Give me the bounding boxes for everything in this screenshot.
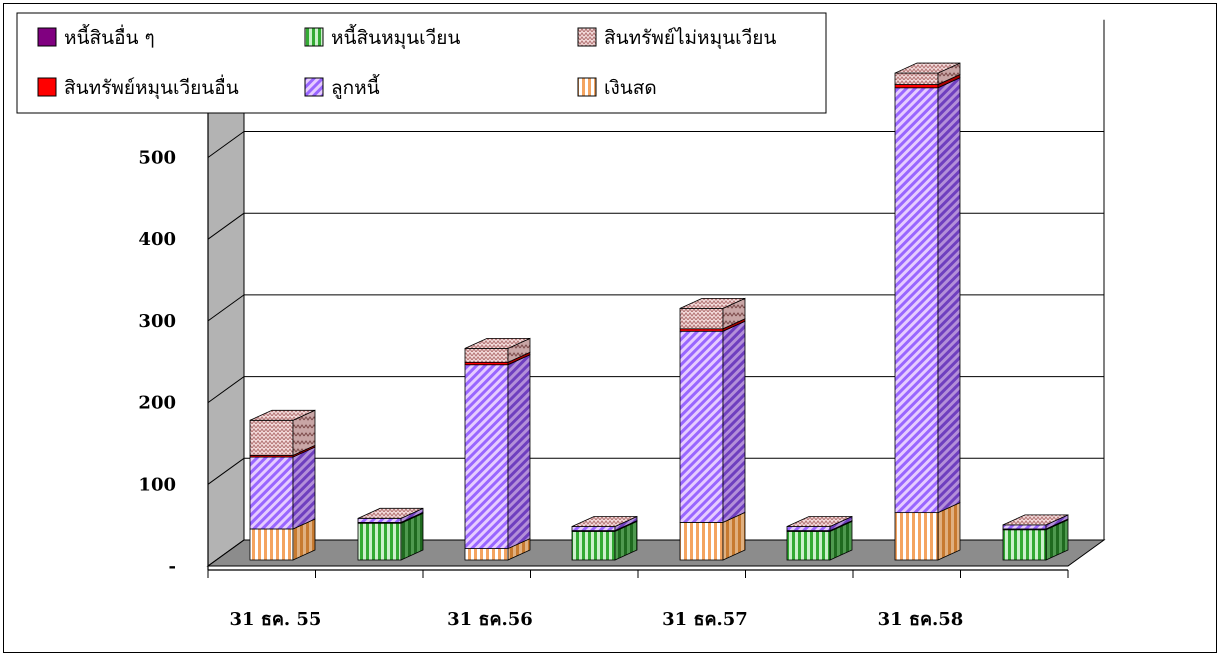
floor: [206, 539, 1106, 567]
noncurrent-asset-segment-front: [464, 347, 509, 363]
receivable-segment-front: [464, 364, 509, 549]
legend-label: หนี้สินหมุนเวียน: [331, 24, 460, 50]
gridline-diagonal: [207, 131, 245, 158]
liability-top-segment-front: [357, 517, 402, 523]
liability-top-segment-top: [1002, 514, 1069, 526]
liability-top-segment-top: [571, 516, 638, 527]
y-tick-label: 300: [138, 311, 176, 332]
noncurrent-asset-segment-front: [679, 307, 724, 330]
cash-segment-front: [679, 522, 724, 561]
legend-label: สินทรัพย์หมุนเวียนอื่น: [64, 74, 239, 100]
legend-label: เงินสด: [604, 77, 657, 99]
receivable-segment-front: [249, 456, 294, 530]
current-liability-segment-front: [357, 522, 402, 561]
legend-label: หนี้สินอื่น ๆ: [64, 24, 155, 49]
chart-frame: [3, 3, 1217, 653]
noncurrent-asset-segment-top: [679, 297, 746, 309]
y-tick-label: 500: [138, 148, 176, 169]
noncurrent-asset-segment-front: [894, 72, 939, 85]
gridline-diagonal: [207, 539, 245, 567]
noncurrent-asset-segment-top: [249, 409, 316, 421]
current-liability-segment-front: [571, 531, 616, 561]
legend-swatch: [304, 27, 324, 47]
y-tick-label: 400: [138, 229, 176, 250]
receivable-segment-side: [722, 320, 746, 524]
y-tick-label: 200: [138, 393, 176, 414]
cash-segment-front: [894, 512, 939, 561]
cash-segment-front: [464, 548, 509, 561]
legend-swatch: [37, 27, 57, 47]
liability-top-segment-top: [786, 516, 853, 527]
liability-top-segment-top: [357, 507, 424, 519]
noncurrent-asset-segment-front: [249, 419, 294, 456]
legend-box: [16, 12, 827, 114]
gridline-diagonal: [207, 294, 245, 322]
x-category-label: 31 ธค.56: [447, 609, 533, 630]
gridline-diagonal: [207, 212, 245, 240]
y-tick-label: 100: [138, 474, 176, 495]
x-category-label: 31 ธค. 55: [230, 609, 322, 630]
receivable-segment-front: [679, 330, 724, 523]
other-current-asset-segment-front: [894, 84, 939, 89]
receivable-segment-side: [292, 446, 316, 530]
y-tick-label: -: [169, 556, 176, 577]
liability-top-segment-front: [1002, 524, 1047, 530]
legend-label: สินทรัพย์ไม่หมุนเวียน: [604, 27, 776, 50]
gridline-diagonal: [207, 376, 245, 404]
cash-segment-front: [249, 528, 294, 561]
receivable-segment-side: [507, 354, 531, 550]
noncurrent-asset-segment-top: [464, 337, 531, 349]
liability-top-segment-front: [786, 526, 831, 531]
gridline-diagonal: [207, 457, 245, 485]
current-liability-segment-front: [786, 531, 831, 561]
legend-swatch: [577, 27, 597, 47]
receivable-segment-side: [937, 77, 961, 514]
x-category-label: 31 ธค.58: [878, 609, 964, 630]
receivable-segment-front: [894, 87, 939, 514]
legend-swatch: [577, 77, 597, 97]
legend-swatch: [304, 77, 324, 97]
legend-swatch: [37, 77, 57, 97]
x-category-label: 31 ธค.57: [662, 609, 748, 630]
legend-label: ลูกหนี้: [331, 74, 380, 99]
current-liability-segment-front: [1002, 529, 1047, 561]
liability-top-segment-front: [571, 526, 616, 531]
noncurrent-asset-segment-top: [894, 62, 961, 74]
